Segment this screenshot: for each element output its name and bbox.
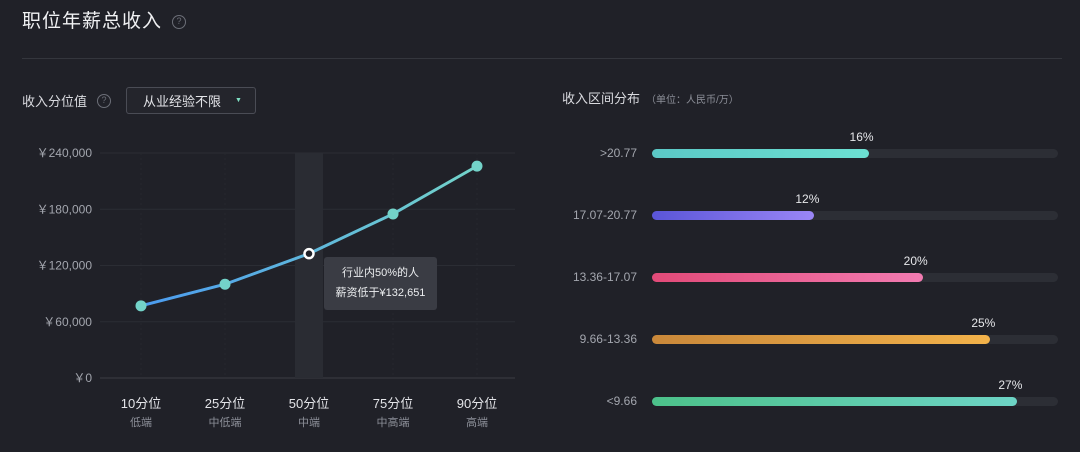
y-tick-label: ￥120,000 [37,259,93,273]
data-point[interactable] [135,300,147,312]
y-tick-label: ￥180,000 [37,202,93,216]
x-tick-sublabel: 中低端 [209,416,242,429]
chart-tooltip: 行业内50%的人 薪资低于¥132,651 [324,257,437,310]
experience-filter-value: 从业经验不限 [143,94,222,109]
x-tick-label: 90分位 [457,396,497,411]
distribution-unit: （单位：人民币/万） [646,95,739,106]
bar-value-label: 27% [998,378,1023,392]
x-tick-sublabel: 高端 [466,415,488,429]
bar-fill[interactable] [652,211,815,220]
percentile-section-header: 收入分位值 ? 从业经验不限 ▼ [22,87,257,114]
x-tick-sublabel: 低端 [130,416,152,429]
y-tick-label: ￥60,000 [43,315,92,329]
bar-category-label: >20.77 [599,146,637,160]
data-point[interactable] [471,160,483,172]
bar-value-label: 20% [903,254,928,268]
distribution-row: >20.77 16% [0,130,1080,174]
bar-fill[interactable] [652,335,991,344]
percentile-label: 收入分位值 [22,94,88,109]
bar-value-label: 12% [795,192,820,206]
tooltip-line-2: 薪资低于¥132,651 [335,287,426,299]
bar-track [652,273,1058,282]
tooltip-line-1: 行业内50%的人 [341,267,420,279]
distribution-label: 收入区间分布 [562,91,641,106]
x-tick-sublabel: 中高端 [377,415,410,429]
x-tick-label: 25分位 [205,396,245,411]
bar-category-label: <9.66 [606,394,637,408]
bar-track [652,335,1058,344]
bar-track [652,397,1058,406]
data-point[interactable] [303,247,315,260]
bar-fill[interactable] [652,273,923,282]
bar-track [652,149,1058,158]
distribution-section-header: 收入区间分布 （单位：人民币/万） [562,88,739,107]
bar-fill[interactable] [652,149,869,158]
percentile-line-chart: ￥240,000 ￥180,000 ￥120,000 ￥60,000 ￥0 10分位低端… [37,146,515,429]
header-divider [22,58,1062,59]
x-tick-sublabel: 中端 [298,416,320,429]
percentile-help-icon[interactable]: ? [97,93,112,108]
highlight-band [295,153,323,378]
bar-category-label: 9.66-13.36 [579,332,637,346]
page-title: 职位年薪总收入 [22,11,163,32]
bar-category-label: 17.07-20.77 [572,208,637,222]
x-tick-label: 75分位 [373,396,413,411]
distribution-row: 17.07-20.77 12% [0,192,1080,236]
experience-filter-dropdown[interactable]: 从业经验不限 ▼ [126,87,257,114]
data-point[interactable] [219,278,231,290]
x-tick-label: 50分位 [289,396,329,411]
chevron-down-icon: ▼ [235,97,242,104]
bar-value-label: 25% [971,316,996,330]
bar-fill[interactable] [652,397,1018,406]
y-tick-label: ￥0 [73,371,92,385]
distribution-row: <9.66 27% [0,378,1080,422]
page-header: 职位年薪总收入 ? [22,6,187,33]
distribution-row: 9.66-13.36 25% [0,316,1080,360]
bar-value-label: 16% [849,130,874,144]
help-icon[interactable]: ? [172,14,187,29]
distribution-row: 13.36-17.07 20% [0,254,1080,298]
bar-track [652,211,1058,220]
data-point[interactable] [387,208,399,220]
y-tick-label: ￥240,000 [37,146,93,160]
bar-category-label: 13.36-17.07 [572,270,637,284]
x-tick-label: 10分位 [121,396,161,411]
